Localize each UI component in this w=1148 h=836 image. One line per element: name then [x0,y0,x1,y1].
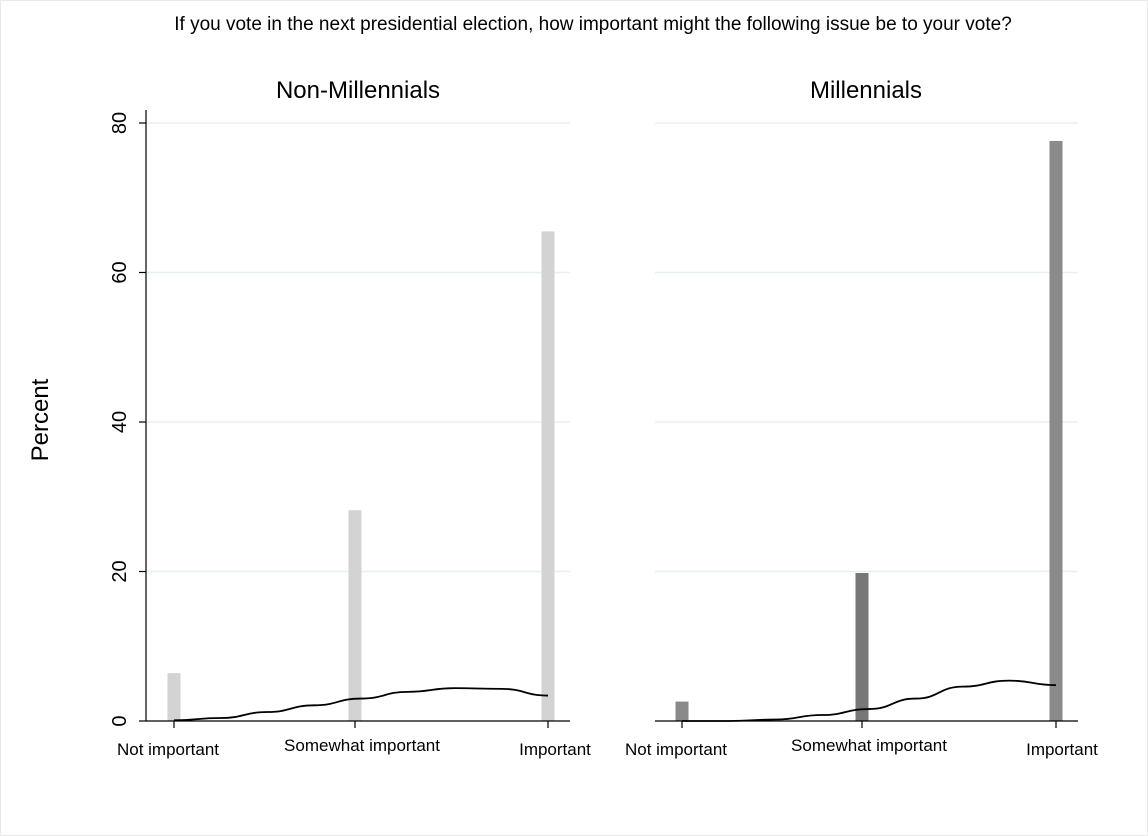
y-tick-label: 40 [109,411,131,433]
density-curve [173,687,549,722]
x-tick-label: Important [1026,740,1098,759]
bar [348,510,362,721]
x-tick-label: Somewhat important [791,736,947,755]
bar [855,572,869,721]
bar [1049,140,1063,721]
bar [167,673,181,721]
y-tick-label: 80 [109,112,131,134]
panel-non-millennials: Non-Millennials 0 20 40 60 80 Not important Som… [109,77,591,759]
density-curve [682,679,1057,722]
bar [541,231,555,721]
y-tick-label: 60 [109,261,131,283]
chart-title: If you vote in the next presidential ele… [174,14,1012,35]
panel-title: Millennials [810,77,922,104]
panel-millennials: Millennials Not important Somewhat importa… [625,77,1098,759]
y-tick-label: 0 [109,715,131,726]
panel-title: Non-Millennials [276,77,440,104]
bar [675,701,689,721]
x-tick-label: Important [519,740,591,759]
y-tick-label: 20 [109,560,131,582]
x-tick-label: Not important [117,740,219,759]
x-tick-label: Somewhat important [284,736,440,755]
x-tick-label: Not important [625,740,727,759]
